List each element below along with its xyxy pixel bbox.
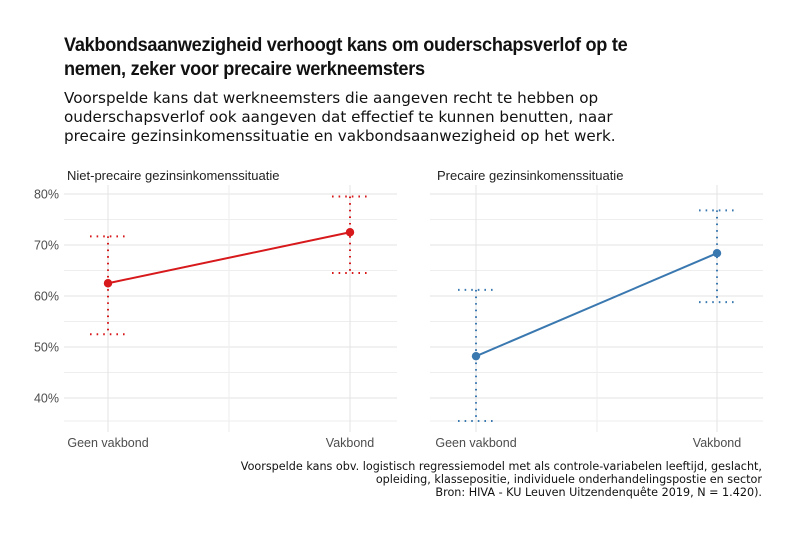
chart-caption: Voorspelde kans obv. logistisch regressi… bbox=[162, 460, 762, 500]
data-series-precarious bbox=[471, 248, 722, 361]
y-tick-label: 40% bbox=[34, 392, 59, 406]
chart-title-line-1: Vakbondsaanwezigheid verhoogt kans om ou… bbox=[64, 34, 628, 56]
x-axis: Geen vakbond Vakbond bbox=[67, 436, 374, 450]
chart-title-line-2: nemen, zeker voor precaire werkneemsters bbox=[64, 58, 425, 80]
subtitle-line-3: precaire gezinsinkomenssituatie en vakbo… bbox=[64, 127, 616, 145]
caption-line-2: opleiding, klassepositie, individuele on… bbox=[375, 473, 762, 487]
gridlines bbox=[430, 185, 763, 432]
chart-subtitle: Voorspelde kans dat werkneemsters die aa… bbox=[64, 89, 784, 146]
x-tick-label: Vakbond bbox=[326, 436, 374, 450]
x-tick-label: Geen vakbond bbox=[67, 436, 148, 450]
data-point bbox=[471, 351, 481, 361]
series-line bbox=[107, 231, 351, 285]
caption-line-3: Bron: HIVA - KU Leuven Uitzendenquête 20… bbox=[435, 486, 762, 500]
gridlines bbox=[64, 185, 397, 432]
x-tick-label: Vakbond bbox=[693, 436, 741, 450]
caption-line-1: Voorspelde kans obv. logistisch regressi… bbox=[240, 460, 762, 473]
data-series-non-precarious bbox=[103, 228, 355, 288]
x-axis: Geen vakbond Vakbond bbox=[435, 436, 741, 450]
series-line bbox=[475, 252, 718, 358]
facet-non-precarious: Niet-precaire gezinsinkomenssituatie 80%… bbox=[34, 168, 397, 450]
y-tick-label: 50% bbox=[34, 341, 59, 355]
y-tick-label: 70% bbox=[34, 239, 59, 253]
data-point bbox=[103, 279, 113, 288]
facet-precarious: Precaire gezinsinkomenssituatie Geen vak… bbox=[430, 168, 763, 450]
subtitle-line-1: Voorspelde kans dat werkneemsters die aa… bbox=[64, 89, 599, 107]
y-tick-label: 80% bbox=[34, 188, 59, 202]
data-point bbox=[712, 248, 722, 258]
subtitle-line-2: ouderschapsverlof ook aangeven dat effec… bbox=[64, 108, 613, 126]
y-tick-label: 60% bbox=[34, 290, 59, 304]
data-point bbox=[345, 228, 355, 237]
facet-title-precarious: Precaire gezinsinkomenssituatie bbox=[437, 168, 623, 183]
facet-title-non-precarious: Niet-precaire gezinsinkomenssituatie bbox=[67, 168, 279, 183]
y-axis: 80% 70% 60% 50% 40% bbox=[34, 188, 59, 406]
chart-title: Vakbondsaanwezigheid verhoogt kans om ou… bbox=[64, 33, 715, 81]
x-tick-label: Geen vakbond bbox=[435, 436, 516, 450]
